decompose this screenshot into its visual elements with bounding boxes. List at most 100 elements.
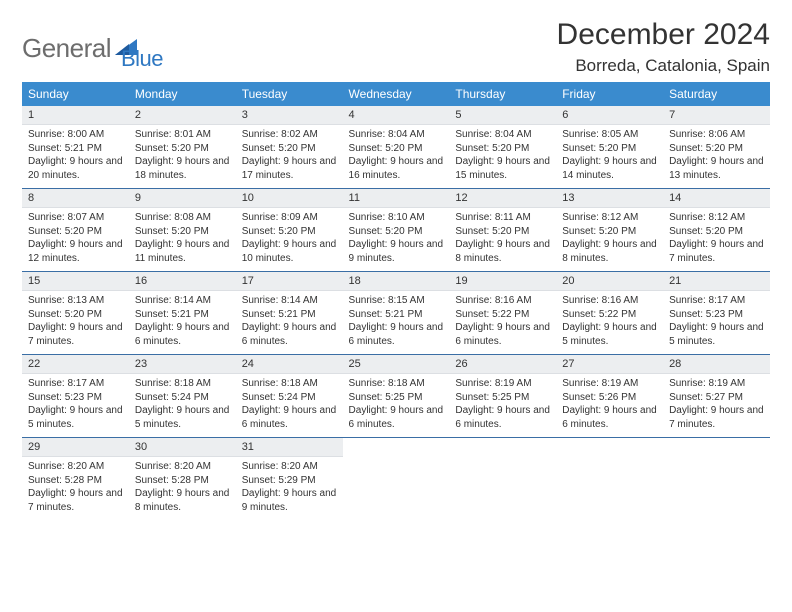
sunrise-line: Sunrise: 8:09 AM [242, 211, 337, 225]
day-info: Sunrise: 8:12 AMSunset: 5:20 PMDaylight:… [556, 208, 663, 271]
sunrise-line: Sunrise: 8:08 AM [135, 211, 230, 225]
calendar-day-cell: 12Sunrise: 8:11 AMSunset: 5:20 PMDayligh… [449, 189, 556, 272]
sunrise-line: Sunrise: 8:04 AM [455, 128, 550, 142]
calendar-day-cell: 13Sunrise: 8:12 AMSunset: 5:20 PMDayligh… [556, 189, 663, 272]
logo: General Blue [22, 18, 163, 72]
calendar-day-cell: 3Sunrise: 8:02 AMSunset: 5:20 PMDaylight… [236, 106, 343, 189]
day-info: Sunrise: 8:18 AMSunset: 5:25 PMDaylight:… [343, 374, 450, 437]
calendar-day-cell: 10Sunrise: 8:09 AMSunset: 5:20 PMDayligh… [236, 189, 343, 272]
calendar-week-row: 1Sunrise: 8:00 AMSunset: 5:21 PMDaylight… [22, 106, 770, 189]
sunrise-line: Sunrise: 8:11 AM [455, 211, 550, 225]
day-info: Sunrise: 8:04 AMSunset: 5:20 PMDaylight:… [343, 125, 450, 188]
weekday-header: Tuesday [236, 82, 343, 106]
daylight-line: Daylight: 9 hours and 6 minutes. [349, 321, 444, 348]
daylight-line: Daylight: 9 hours and 6 minutes. [455, 321, 550, 348]
day-number: 15 [22, 272, 129, 291]
day-number: 19 [449, 272, 556, 291]
day-info: Sunrise: 8:06 AMSunset: 5:20 PMDaylight:… [663, 125, 770, 188]
day-number: 2 [129, 106, 236, 125]
day-number: 20 [556, 272, 663, 291]
day-info: Sunrise: 8:08 AMSunset: 5:20 PMDaylight:… [129, 208, 236, 271]
day-number: 21 [663, 272, 770, 291]
page-header: General Blue December 2024 Borreda, Cata… [22, 18, 770, 76]
calendar-table: SundayMondayTuesdayWednesdayThursdayFrid… [22, 82, 770, 520]
calendar-day-cell [343, 438, 450, 521]
day-number: 13 [556, 189, 663, 208]
day-info: Sunrise: 8:17 AMSunset: 5:23 PMDaylight:… [663, 291, 770, 354]
day-number: 11 [343, 189, 450, 208]
sunrise-line: Sunrise: 8:20 AM [135, 460, 230, 474]
sunrise-line: Sunrise: 8:13 AM [28, 294, 123, 308]
calendar-day-cell: 11Sunrise: 8:10 AMSunset: 5:20 PMDayligh… [343, 189, 450, 272]
sunrise-line: Sunrise: 8:07 AM [28, 211, 123, 225]
title-block: December 2024 Borreda, Catalonia, Spain [557, 18, 770, 76]
sunrise-line: Sunrise: 8:19 AM [669, 377, 764, 391]
calendar-day-cell: 16Sunrise: 8:14 AMSunset: 5:21 PMDayligh… [129, 272, 236, 355]
day-info: Sunrise: 8:01 AMSunset: 5:20 PMDaylight:… [129, 125, 236, 188]
sunrise-line: Sunrise: 8:10 AM [349, 211, 444, 225]
day-info: Sunrise: 8:19 AMSunset: 5:25 PMDaylight:… [449, 374, 556, 437]
day-info: Sunrise: 8:00 AMSunset: 5:21 PMDaylight:… [22, 125, 129, 188]
sunset-line: Sunset: 5:28 PM [28, 474, 123, 488]
sunrise-line: Sunrise: 8:01 AM [135, 128, 230, 142]
calendar-day-cell: 19Sunrise: 8:16 AMSunset: 5:22 PMDayligh… [449, 272, 556, 355]
sunrise-line: Sunrise: 8:16 AM [455, 294, 550, 308]
calendar-week-row: 15Sunrise: 8:13 AMSunset: 5:20 PMDayligh… [22, 272, 770, 355]
day-info: Sunrise: 8:19 AMSunset: 5:27 PMDaylight:… [663, 374, 770, 437]
calendar-day-cell [663, 438, 770, 521]
day-number: 17 [236, 272, 343, 291]
calendar-day-cell: 7Sunrise: 8:06 AMSunset: 5:20 PMDaylight… [663, 106, 770, 189]
sunset-line: Sunset: 5:20 PM [28, 308, 123, 322]
calendar-day-cell: 23Sunrise: 8:18 AMSunset: 5:24 PMDayligh… [129, 355, 236, 438]
day-number: 18 [343, 272, 450, 291]
day-number: 9 [129, 189, 236, 208]
calendar-day-cell: 4Sunrise: 8:04 AMSunset: 5:20 PMDaylight… [343, 106, 450, 189]
sunset-line: Sunset: 5:24 PM [135, 391, 230, 405]
sunset-line: Sunset: 5:20 PM [455, 225, 550, 239]
day-number: 12 [449, 189, 556, 208]
day-number: 10 [236, 189, 343, 208]
weekday-header: Saturday [663, 82, 770, 106]
calendar-day-cell: 28Sunrise: 8:19 AMSunset: 5:27 PMDayligh… [663, 355, 770, 438]
daylight-line: Daylight: 9 hours and 6 minutes. [349, 404, 444, 431]
daylight-line: Daylight: 9 hours and 10 minutes. [242, 238, 337, 265]
day-info: Sunrise: 8:17 AMSunset: 5:23 PMDaylight:… [22, 374, 129, 437]
sunrise-line: Sunrise: 8:17 AM [28, 377, 123, 391]
sunrise-line: Sunrise: 8:06 AM [669, 128, 764, 142]
calendar-day-cell: 18Sunrise: 8:15 AMSunset: 5:21 PMDayligh… [343, 272, 450, 355]
day-number: 24 [236, 355, 343, 374]
daylight-line: Daylight: 9 hours and 13 minutes. [669, 155, 764, 182]
day-number: 31 [236, 438, 343, 457]
day-info: Sunrise: 8:18 AMSunset: 5:24 PMDaylight:… [129, 374, 236, 437]
page-subtitle: Borreda, Catalonia, Spain [557, 56, 770, 76]
daylight-line: Daylight: 9 hours and 6 minutes. [242, 321, 337, 348]
sunrise-line: Sunrise: 8:12 AM [669, 211, 764, 225]
sunrise-line: Sunrise: 8:18 AM [242, 377, 337, 391]
daylight-line: Daylight: 9 hours and 12 minutes. [28, 238, 123, 265]
day-number: 30 [129, 438, 236, 457]
calendar-day-cell: 26Sunrise: 8:19 AMSunset: 5:25 PMDayligh… [449, 355, 556, 438]
day-info: Sunrise: 8:13 AMSunset: 5:20 PMDaylight:… [22, 291, 129, 354]
daylight-line: Daylight: 9 hours and 15 minutes. [455, 155, 550, 182]
day-number: 8 [22, 189, 129, 208]
daylight-line: Daylight: 9 hours and 5 minutes. [669, 321, 764, 348]
daylight-line: Daylight: 9 hours and 6 minutes. [562, 404, 657, 431]
day-info: Sunrise: 8:09 AMSunset: 5:20 PMDaylight:… [236, 208, 343, 271]
daylight-line: Daylight: 9 hours and 7 minutes. [28, 321, 123, 348]
calendar-day-cell: 2Sunrise: 8:01 AMSunset: 5:20 PMDaylight… [129, 106, 236, 189]
day-number: 25 [343, 355, 450, 374]
daylight-line: Daylight: 9 hours and 16 minutes. [349, 155, 444, 182]
day-number: 29 [22, 438, 129, 457]
sunset-line: Sunset: 5:20 PM [242, 225, 337, 239]
day-number: 26 [449, 355, 556, 374]
calendar-day-cell: 14Sunrise: 8:12 AMSunset: 5:20 PMDayligh… [663, 189, 770, 272]
sunrise-line: Sunrise: 8:02 AM [242, 128, 337, 142]
sunset-line: Sunset: 5:20 PM [455, 142, 550, 156]
sunset-line: Sunset: 5:21 PM [242, 308, 337, 322]
calendar-day-cell [449, 438, 556, 521]
day-info: Sunrise: 8:05 AMSunset: 5:20 PMDaylight:… [556, 125, 663, 188]
day-info: Sunrise: 8:02 AMSunset: 5:20 PMDaylight:… [236, 125, 343, 188]
sunrise-line: Sunrise: 8:04 AM [349, 128, 444, 142]
day-info: Sunrise: 8:20 AMSunset: 5:28 PMDaylight:… [129, 457, 236, 520]
daylight-line: Daylight: 9 hours and 9 minutes. [242, 487, 337, 514]
